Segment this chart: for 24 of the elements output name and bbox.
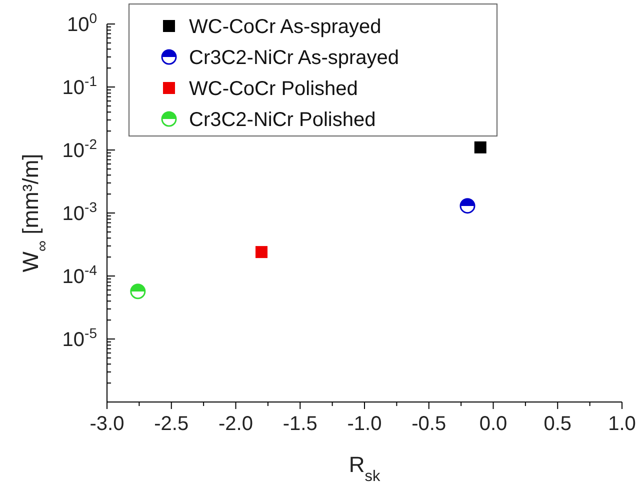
y-tick-label: 10$^{-4}$ xyxy=(62,262,98,288)
x-tick-label: -2.0 xyxy=(218,413,253,435)
legend-label: Cr3C2-NiCr As-sprayed xyxy=(189,47,400,69)
legend-label: Cr3C2-NiCr Polished xyxy=(189,109,376,131)
y-tick-label: 10$^{-1}$ xyxy=(62,73,98,99)
x-tick-label: -1.5 xyxy=(282,413,318,435)
x-tick-label: 0.5 xyxy=(544,413,572,435)
x-tick-label: -3.0 xyxy=(90,413,124,435)
x-tick-label: -1.0 xyxy=(347,413,382,435)
legend-label: WC-CoCr As-sprayed xyxy=(189,16,382,38)
x-axis-title: R$_{sk}$ xyxy=(348,452,380,484)
point xyxy=(256,246,268,258)
point xyxy=(460,198,476,214)
legend-label: WC-CoCr Polished xyxy=(189,78,358,100)
y-tick-label: 10$^{-5}$ xyxy=(62,325,98,351)
y-tick-label: 10$^{-2}$ xyxy=(62,136,98,162)
y-tick-label: 10$^{0}$ xyxy=(66,10,98,36)
point xyxy=(130,284,146,300)
x-tick-label: -2.5 xyxy=(154,413,189,435)
x-tick-label: 0.0 xyxy=(479,413,508,435)
x-tick-label: -0.5 xyxy=(412,413,446,435)
point xyxy=(474,141,486,154)
y-tick-label: 10$^{-3}$ xyxy=(62,199,98,225)
x-tick-label: 1.0 xyxy=(608,413,636,435)
